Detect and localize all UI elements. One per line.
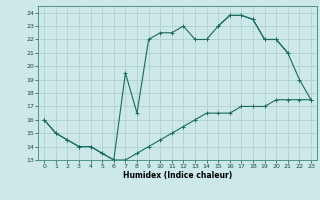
X-axis label: Humidex (Indice chaleur): Humidex (Indice chaleur) bbox=[123, 171, 232, 180]
